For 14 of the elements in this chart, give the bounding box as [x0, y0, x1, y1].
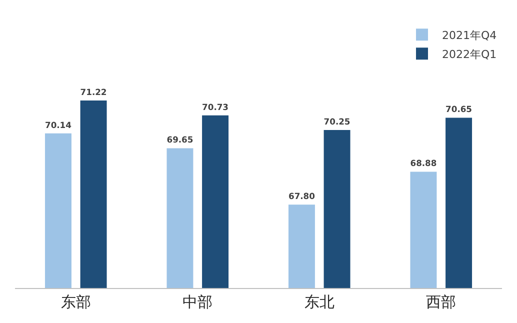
legend-label: 2022年Q1: [442, 48, 497, 61]
data-label: 70.65: [446, 104, 472, 114]
data-label: 70.14: [44, 120, 72, 130]
x-tick-label: 西部: [426, 293, 456, 311]
legend-label: 2021年Q4: [442, 28, 497, 42]
data-label: 71.22: [80, 86, 107, 97]
x-tick-label: 中部: [182, 293, 213, 311]
x-tick-label: 东北: [304, 293, 334, 311]
data-label: 69.65: [166, 134, 194, 145]
data-label: 70.25: [324, 116, 350, 126]
data-label: 68.88: [410, 158, 437, 168]
data-label: 67.80: [288, 191, 316, 202]
x-tick-label: 东部: [60, 293, 91, 311]
data-label: 70.73: [202, 102, 229, 112]
